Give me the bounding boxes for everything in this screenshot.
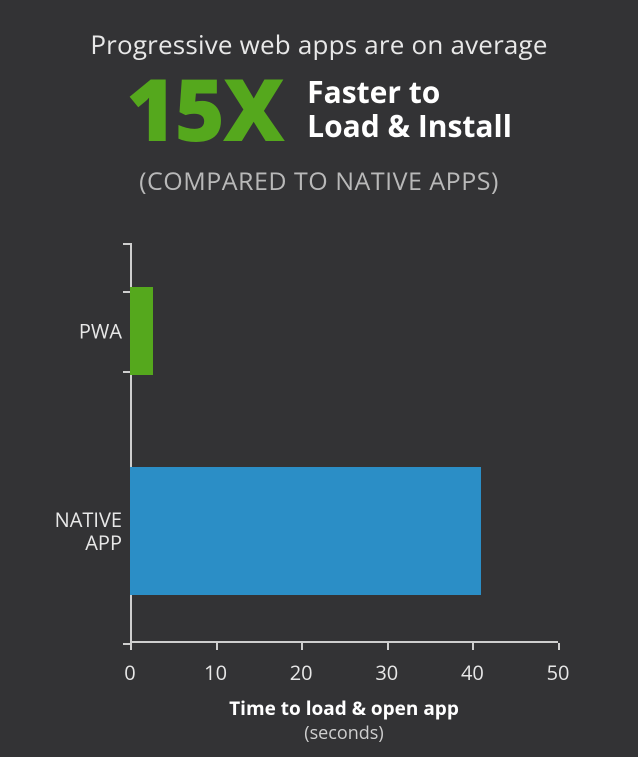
y-tick xyxy=(123,371,130,373)
x-tick-label: 20 xyxy=(290,659,313,686)
header: Progressive web apps are on average 15X … xyxy=(0,0,638,198)
x-tick xyxy=(558,643,560,650)
x-axis xyxy=(130,641,558,643)
big-number: 15X xyxy=(126,66,283,152)
x-tick-label: 0 xyxy=(124,659,135,686)
headline: Progressive web apps are on average xyxy=(40,26,598,62)
faster-line1: Faster to xyxy=(307,75,512,110)
x-tick-label: 30 xyxy=(375,659,398,686)
x-tick-labels: 01020304050 xyxy=(130,649,558,679)
y-tick xyxy=(123,643,130,645)
faster-text: Faster to Load & Install xyxy=(307,75,512,144)
bar xyxy=(130,287,153,375)
faster-line2: Load & Install xyxy=(307,109,512,144)
category-label: PWA xyxy=(42,320,122,343)
x-axis-subtitle: (seconds) xyxy=(130,721,558,745)
plot-area xyxy=(130,243,558,643)
x-axis-title: Time to load & open app xyxy=(130,695,558,721)
bar xyxy=(130,467,481,595)
y-tick xyxy=(123,243,130,245)
x-tick-label: 50 xyxy=(547,659,570,686)
x-tick-label: 40 xyxy=(461,659,484,686)
y-tick xyxy=(123,291,130,293)
x-tick-label: 10 xyxy=(204,659,227,686)
compared-text: (COMPARED TO NATIVE APPS) xyxy=(40,164,598,198)
big-row: 15X Faster to Load & Install xyxy=(40,66,598,152)
chart: 01020304050 Time to load & open app (sec… xyxy=(40,243,598,713)
category-label: NATIVEAPP xyxy=(42,508,122,554)
